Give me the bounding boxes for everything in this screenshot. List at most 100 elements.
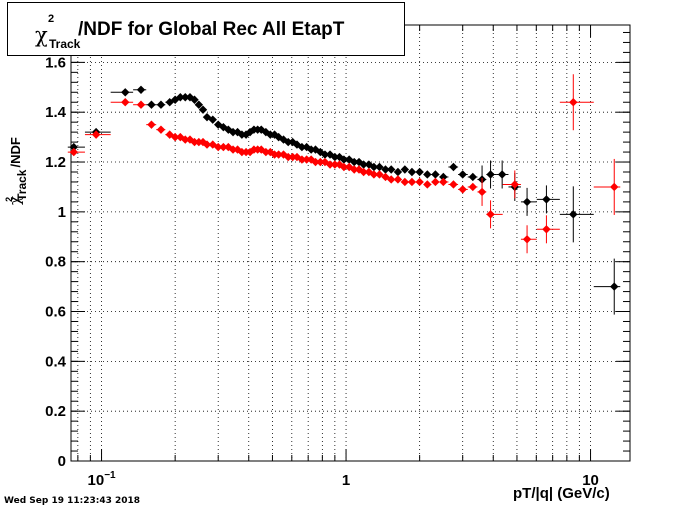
data-point [448, 180, 459, 189]
marker [375, 170, 384, 179]
data-point [387, 175, 396, 184]
data-point [176, 132, 185, 142]
marker [359, 167, 368, 177]
marker [330, 152, 340, 162]
x-tick-label: 1 [342, 472, 350, 489]
title-chi-symbol: χ [35, 23, 48, 47]
data-point [165, 98, 174, 107]
data-point [439, 177, 449, 187]
data-point [156, 125, 166, 134]
x-tick-label: 10−1 [88, 470, 117, 489]
y-tick-label: 0.6 [45, 304, 66, 321]
marker [202, 112, 212, 122]
data-point [387, 165, 396, 174]
y-tick-label: 0.8 [45, 254, 66, 271]
marker [569, 210, 578, 219]
marker [181, 93, 190, 102]
data-point [375, 170, 384, 179]
marker [407, 177, 417, 187]
marker [279, 135, 288, 144]
marker [439, 172, 448, 182]
marker [288, 152, 297, 162]
marker [69, 147, 78, 157]
marker [339, 162, 349, 172]
data-point [448, 162, 459, 172]
data-point [400, 165, 410, 174]
marker [522, 197, 532, 207]
marker [121, 98, 130, 107]
data-point [536, 185, 560, 214]
y-tick-label: 0.4 [45, 353, 67, 370]
data-point [458, 185, 468, 194]
data-point [306, 155, 316, 164]
marker [369, 170, 379, 179]
marker [181, 135, 190, 144]
marker [297, 142, 307, 152]
marker [415, 167, 424, 177]
marker [449, 162, 458, 172]
data-point [110, 88, 134, 97]
marker [431, 177, 440, 187]
marker [439, 177, 448, 187]
x-tick-label: 10 [582, 472, 599, 489]
marker [306, 145, 316, 154]
y-tick-label: 1.4 [45, 104, 67, 121]
marker [400, 165, 410, 174]
marker [214, 142, 223, 152]
marker [266, 130, 275, 139]
y-label-subscript: Track [15, 169, 29, 201]
data-point [67, 142, 85, 152]
marker [510, 180, 519, 189]
data-point [502, 170, 521, 199]
marker [320, 150, 330, 159]
marker [228, 145, 238, 154]
marker [274, 150, 283, 159]
data-point [520, 225, 537, 254]
marker [228, 127, 238, 137]
data-point [292, 152, 302, 162]
marker [170, 95, 180, 104]
marker [387, 175, 396, 184]
marker [387, 165, 396, 174]
y-axis-ticks: 0 0.2 0.4 0.6 0.8 1 1.2 1.4 1.6 [45, 31, 630, 470]
marker [393, 167, 403, 177]
data-point [439, 172, 449, 182]
data-point [559, 186, 594, 243]
marker [136, 85, 146, 94]
marker [393, 175, 403, 184]
marker [569, 98, 578, 107]
data-point [486, 200, 503, 229]
marker [522, 235, 532, 244]
marker [350, 165, 359, 174]
datestamp: Wed Sep 19 11:23:43 2018 [4, 496, 141, 506]
marker [198, 105, 208, 114]
marker [497, 170, 507, 179]
y-label-superscript: 2 [4, 196, 14, 202]
marker [339, 155, 349, 164]
marker [121, 88, 130, 97]
marker [165, 98, 174, 107]
x-axis-label: pT/|q| (GeV/c) [513, 485, 610, 502]
data-point [486, 160, 497, 189]
marker [477, 187, 487, 197]
marker [468, 182, 478, 192]
title-subscript: Track [49, 37, 81, 51]
marker [423, 180, 432, 189]
data-point [400, 177, 410, 187]
marker [190, 95, 199, 104]
data-point [146, 100, 157, 109]
marker [311, 157, 320, 167]
marker [241, 130, 251, 139]
data-point [241, 130, 251, 139]
data-point [133, 85, 147, 94]
data-point [67, 147, 85, 157]
data-series [67, 74, 621, 315]
data-point [559, 74, 594, 131]
marker [284, 152, 293, 162]
y-axis-label: χ2Track/NDF [4, 60, 64, 205]
data-point [279, 135, 288, 144]
data-point [415, 167, 424, 177]
marker [458, 170, 467, 179]
data-point [593, 258, 621, 315]
marker [449, 180, 458, 189]
